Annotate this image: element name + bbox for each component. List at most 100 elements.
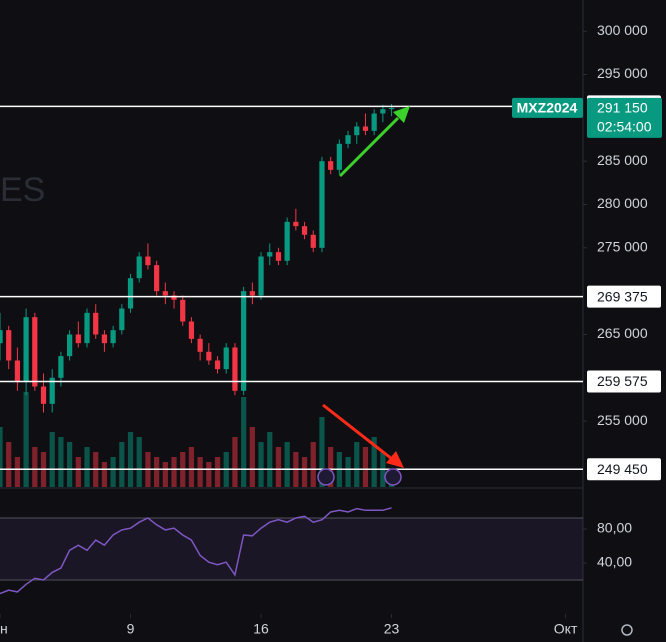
volume-bar xyxy=(32,447,38,487)
level-box xyxy=(587,458,661,481)
candle-body xyxy=(145,256,151,266)
volume-bar xyxy=(23,392,29,487)
candle-body xyxy=(58,356,64,378)
volume-bar xyxy=(354,442,360,487)
candle-body xyxy=(136,256,142,279)
event-icon[interactable] xyxy=(317,468,335,486)
rsi-tick-label: 80,00 xyxy=(597,520,632,536)
volume-bar xyxy=(84,447,90,487)
volume-bar xyxy=(67,442,73,487)
x-tick-label: 9 xyxy=(127,621,135,637)
volume-bar xyxy=(362,447,369,487)
candle-body xyxy=(180,299,186,322)
candle-body xyxy=(67,334,73,357)
volume-bar xyxy=(127,432,134,487)
volume-bar xyxy=(310,442,316,487)
candle-body xyxy=(188,321,195,339)
volume-bar xyxy=(345,457,351,487)
candle-body xyxy=(40,386,47,404)
volume-bar xyxy=(101,462,108,487)
settings-icon[interactable] xyxy=(621,624,633,636)
x-tick-label: 23 xyxy=(384,621,400,637)
countdown-label: 02:54:00 xyxy=(597,119,652,135)
candle-body xyxy=(345,135,351,144)
price-box xyxy=(587,97,662,138)
watermark: ES xyxy=(0,171,45,209)
y-tick-label: 300 000 xyxy=(597,22,648,38)
symbol-box xyxy=(512,97,583,118)
volume-bar xyxy=(0,427,3,487)
candle-body xyxy=(206,351,212,361)
candle-body xyxy=(0,330,3,344)
level-label: 249 450 xyxy=(597,461,648,477)
candle-body xyxy=(49,377,55,404)
volume-bar xyxy=(206,462,212,487)
green-arrow xyxy=(338,116,400,178)
candle-body xyxy=(75,334,81,344)
candle-body xyxy=(362,126,369,131)
candle-body xyxy=(93,312,99,335)
volume-bar xyxy=(249,427,255,487)
volume-bar xyxy=(232,437,238,487)
rsi-tick-label: 40,00 xyxy=(597,554,632,570)
level-label: 269 375 xyxy=(597,288,648,304)
candle-body xyxy=(14,360,21,383)
x-tick-label: ен xyxy=(0,621,8,637)
candle-body xyxy=(371,113,377,131)
volume-bar xyxy=(110,457,116,487)
candle-body xyxy=(354,126,360,136)
y-tick-label: 280 000 xyxy=(597,195,648,211)
volume-bar xyxy=(6,442,12,487)
candle-body xyxy=(32,317,38,387)
volume-bar xyxy=(162,462,168,487)
volume-bar xyxy=(319,417,325,487)
candle-body xyxy=(319,161,325,248)
candle-layer xyxy=(0,103,395,413)
volume-bar xyxy=(371,437,377,487)
y-tick-label: 255 000 xyxy=(597,412,648,428)
y-tick-label: 265 000 xyxy=(597,325,648,341)
y-tick-label: 295 000 xyxy=(597,65,648,81)
candle-body xyxy=(267,252,273,257)
candle-body xyxy=(328,161,334,170)
candle-body xyxy=(162,291,168,296)
volume-bar xyxy=(258,442,264,487)
volume-bar xyxy=(75,457,81,487)
volume-bar xyxy=(119,442,125,487)
x-tick-label: Окт xyxy=(554,621,578,637)
candle-body xyxy=(388,107,395,110)
candle-body xyxy=(84,312,90,344)
candle-body xyxy=(197,338,203,352)
volume-bar xyxy=(267,432,273,487)
candle-body xyxy=(275,252,282,261)
volume-bar xyxy=(197,457,203,487)
candle-body xyxy=(232,347,238,391)
candle-body xyxy=(171,295,177,300)
candle-body xyxy=(214,360,221,370)
candle-body xyxy=(336,143,342,170)
green-arrow-head xyxy=(393,106,410,123)
volume-bar xyxy=(284,442,290,487)
volume-bar xyxy=(154,457,160,487)
candle-body xyxy=(6,330,12,361)
candle-body xyxy=(293,221,299,227)
volume-bar xyxy=(58,437,64,487)
candle-body xyxy=(101,334,108,344)
symbol-label: MXZ2024 xyxy=(517,100,578,116)
candle-body xyxy=(284,221,290,261)
volume-bar xyxy=(214,457,221,487)
y-tick-label: 275 000 xyxy=(597,239,648,255)
level-box xyxy=(587,285,661,308)
volume-bar xyxy=(171,457,177,487)
candle-body xyxy=(223,347,229,370)
candle-body xyxy=(154,265,160,292)
rsi-band xyxy=(0,518,583,580)
volume-bar xyxy=(49,432,55,487)
candle-body xyxy=(301,226,308,235)
volume-bar xyxy=(328,447,334,487)
volume-bar xyxy=(301,457,308,487)
arrows xyxy=(322,106,410,468)
candle-body xyxy=(119,308,125,331)
event-icon[interactable] xyxy=(384,468,402,486)
